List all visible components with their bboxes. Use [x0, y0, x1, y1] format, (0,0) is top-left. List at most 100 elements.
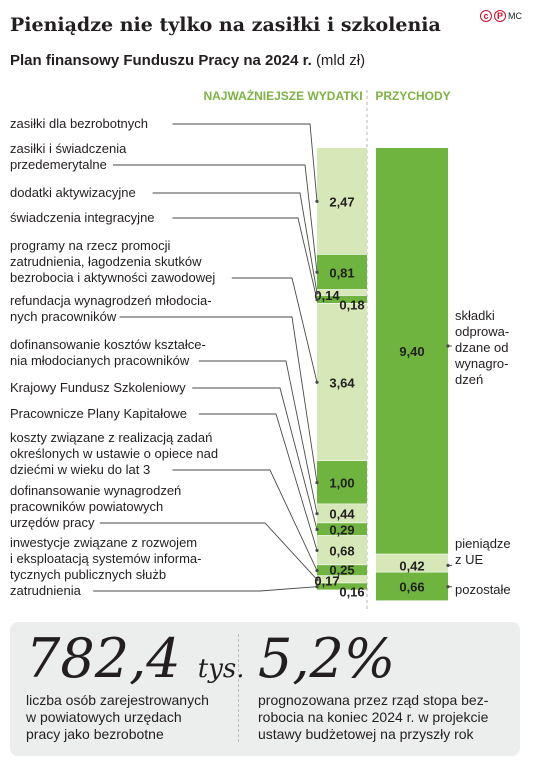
income-category-label: z UE [455, 552, 484, 567]
income-segment [376, 572, 448, 601]
income-segment [376, 554, 448, 572]
category-label: przedemerytalne [10, 157, 107, 172]
leader-line [113, 164, 318, 273]
category-label: Krajowy Fundusz Szkoleniowy [10, 380, 186, 395]
income-segment [376, 148, 448, 554]
leader-dot [315, 380, 319, 384]
publisher-logo: c P MC [480, 10, 522, 22]
leader-line [192, 387, 318, 530]
stat-unemployed-number: 782,4 tys. [26, 632, 245, 696]
leader-dot [315, 480, 319, 485]
copyright-icon: c [480, 10, 492, 22]
category-label: zatrudnienia [10, 583, 82, 598]
category-label: zasiłki i świadczenia [10, 141, 127, 156]
income-value-label: 0,42 [399, 558, 424, 573]
expense-segment [317, 303, 367, 461]
expense-value-label: 0,81 [329, 265, 354, 280]
category-label: tycznych publicznych służb [10, 567, 166, 582]
category-label: bezrobocia i aktywności zawodowej [10, 270, 215, 285]
stat-unit: tys. [197, 654, 245, 684]
stat-text-line: robocia na koniec 2024 r. w projekcie [258, 709, 489, 725]
category-label: refundacja wynagrodzeń młodocia- [10, 293, 212, 308]
leader-dot [315, 578, 319, 582]
category-label: zasiłki dla bezrobotnych [10, 116, 148, 131]
income-header: PRZYCHODY [375, 89, 450, 103]
expense-segment [317, 575, 367, 583]
expense-value-label: 3,64 [329, 375, 355, 390]
category-label: inwestycje związane z rozwojem [10, 535, 197, 550]
leader-line [119, 316, 318, 483]
stat-rate-text: prognozowana przez rząd stopa bez- roboc… [258, 692, 488, 743]
stat-unemployed-text: liczba osób zarejestrowanych w powiatowy… [26, 692, 209, 743]
expense-value-label: 2,47 [329, 194, 354, 209]
expense-segment [317, 295, 367, 304]
leader-dot [315, 298, 319, 302]
category-label: dofinansowanie wynagrodzeń [10, 483, 181, 498]
leader-line [198, 360, 318, 514]
chart-title: Pieniądze nie tylko na zasiłki i szkolen… [10, 14, 441, 36]
stat-text-line: prognozowana przez rząd stopa bez- [258, 692, 489, 708]
stat-number: 782,4 [26, 627, 181, 690]
expense-segment [317, 254, 367, 290]
expense-segment [317, 523, 367, 536]
expense-value-label: 0,29 [329, 522, 354, 537]
expense-segment [317, 504, 367, 523]
expense-value-label: 0,16 [339, 585, 364, 600]
category-label: urzędów pracy [10, 515, 95, 530]
income-leader-dot [446, 344, 450, 348]
leader-dot [315, 585, 319, 589]
income-category-label: dzane od [455, 340, 509, 355]
leader-dot [315, 291, 319, 295]
expense-value-label: 0,14 [314, 288, 340, 303]
stat-rate-number: 5,2% [258, 632, 395, 686]
leader-line [172, 469, 318, 571]
expense-segment [317, 583, 367, 590]
expense-value-label: 0,17 [314, 574, 339, 589]
stacked-bar-chart: NAJWAŻNIEJSZE WYDATKI PRZYCHODY 2,47 0,81 0,… [10, 88, 511, 610]
expense-segment [317, 289, 367, 296]
category-label: dofinansowanie kosztów kształce- [10, 337, 206, 352]
income-category-label: pieniądze [455, 536, 511, 551]
stat-number: 5,2% [258, 627, 396, 690]
expense-segment [317, 565, 367, 576]
leader-dot [315, 199, 319, 203]
expense-segment [317, 460, 367, 504]
leader-line [172, 123, 318, 202]
income-value-label: 9,40 [399, 344, 424, 359]
category-label: pracowników powiatowych [10, 499, 163, 514]
leader-dot [315, 512, 319, 516]
stats-panel: 782,4 tys. liczba osób zarejestrowanych … [10, 622, 520, 756]
category-label: nych pracowników [10, 309, 117, 324]
expense-value-label: 0,68 [329, 543, 354, 558]
expense-value-label: 0,44 [329, 507, 355, 522]
unit-label: (mld zł) [315, 52, 366, 69]
leader-dot [315, 548, 319, 553]
leader-line [93, 586, 318, 592]
divider [238, 634, 239, 742]
stat-text-line: pracy jako bezrobotne [26, 726, 164, 742]
leader-dot [315, 568, 319, 573]
leader-line [198, 413, 318, 551]
expenses-header: NAJWAŻNIEJSZE WYDATKI [203, 88, 362, 103]
category-label: dodatki aktywizacyjne [10, 185, 136, 200]
income-category-label: wynagro- [454, 356, 508, 371]
expense-segment [317, 148, 367, 255]
income-category-label: dzeń [455, 372, 483, 387]
category-label: i eksploatacją systemów informa- [10, 551, 201, 566]
leader-line [231, 277, 318, 383]
category-label: programy na rzecz promocji [10, 238, 170, 253]
expense-segment [317, 535, 367, 565]
income-category-label: pozostałe [455, 582, 511, 597]
income-leader-dot [446, 585, 450, 589]
leader-line [172, 217, 318, 300]
category-label: określonych w ustawie o opiece nad [10, 446, 218, 461]
category-label: świadczenia integracyjne [10, 210, 155, 225]
category-label: Pracownicze Plany Kapitałowe [10, 406, 187, 421]
leader-dot [315, 527, 319, 532]
logo-p-icon: P [494, 10, 506, 22]
category-label: zatrudnienia, łagodzenia skutków [10, 254, 202, 269]
leader-dot [315, 270, 319, 274]
chart-subtitle: Plan finansowy Funduszu Pracy na 2024 r.… [10, 52, 365, 69]
income-value-label: 0,66 [399, 580, 424, 595]
leader-line [152, 192, 318, 293]
